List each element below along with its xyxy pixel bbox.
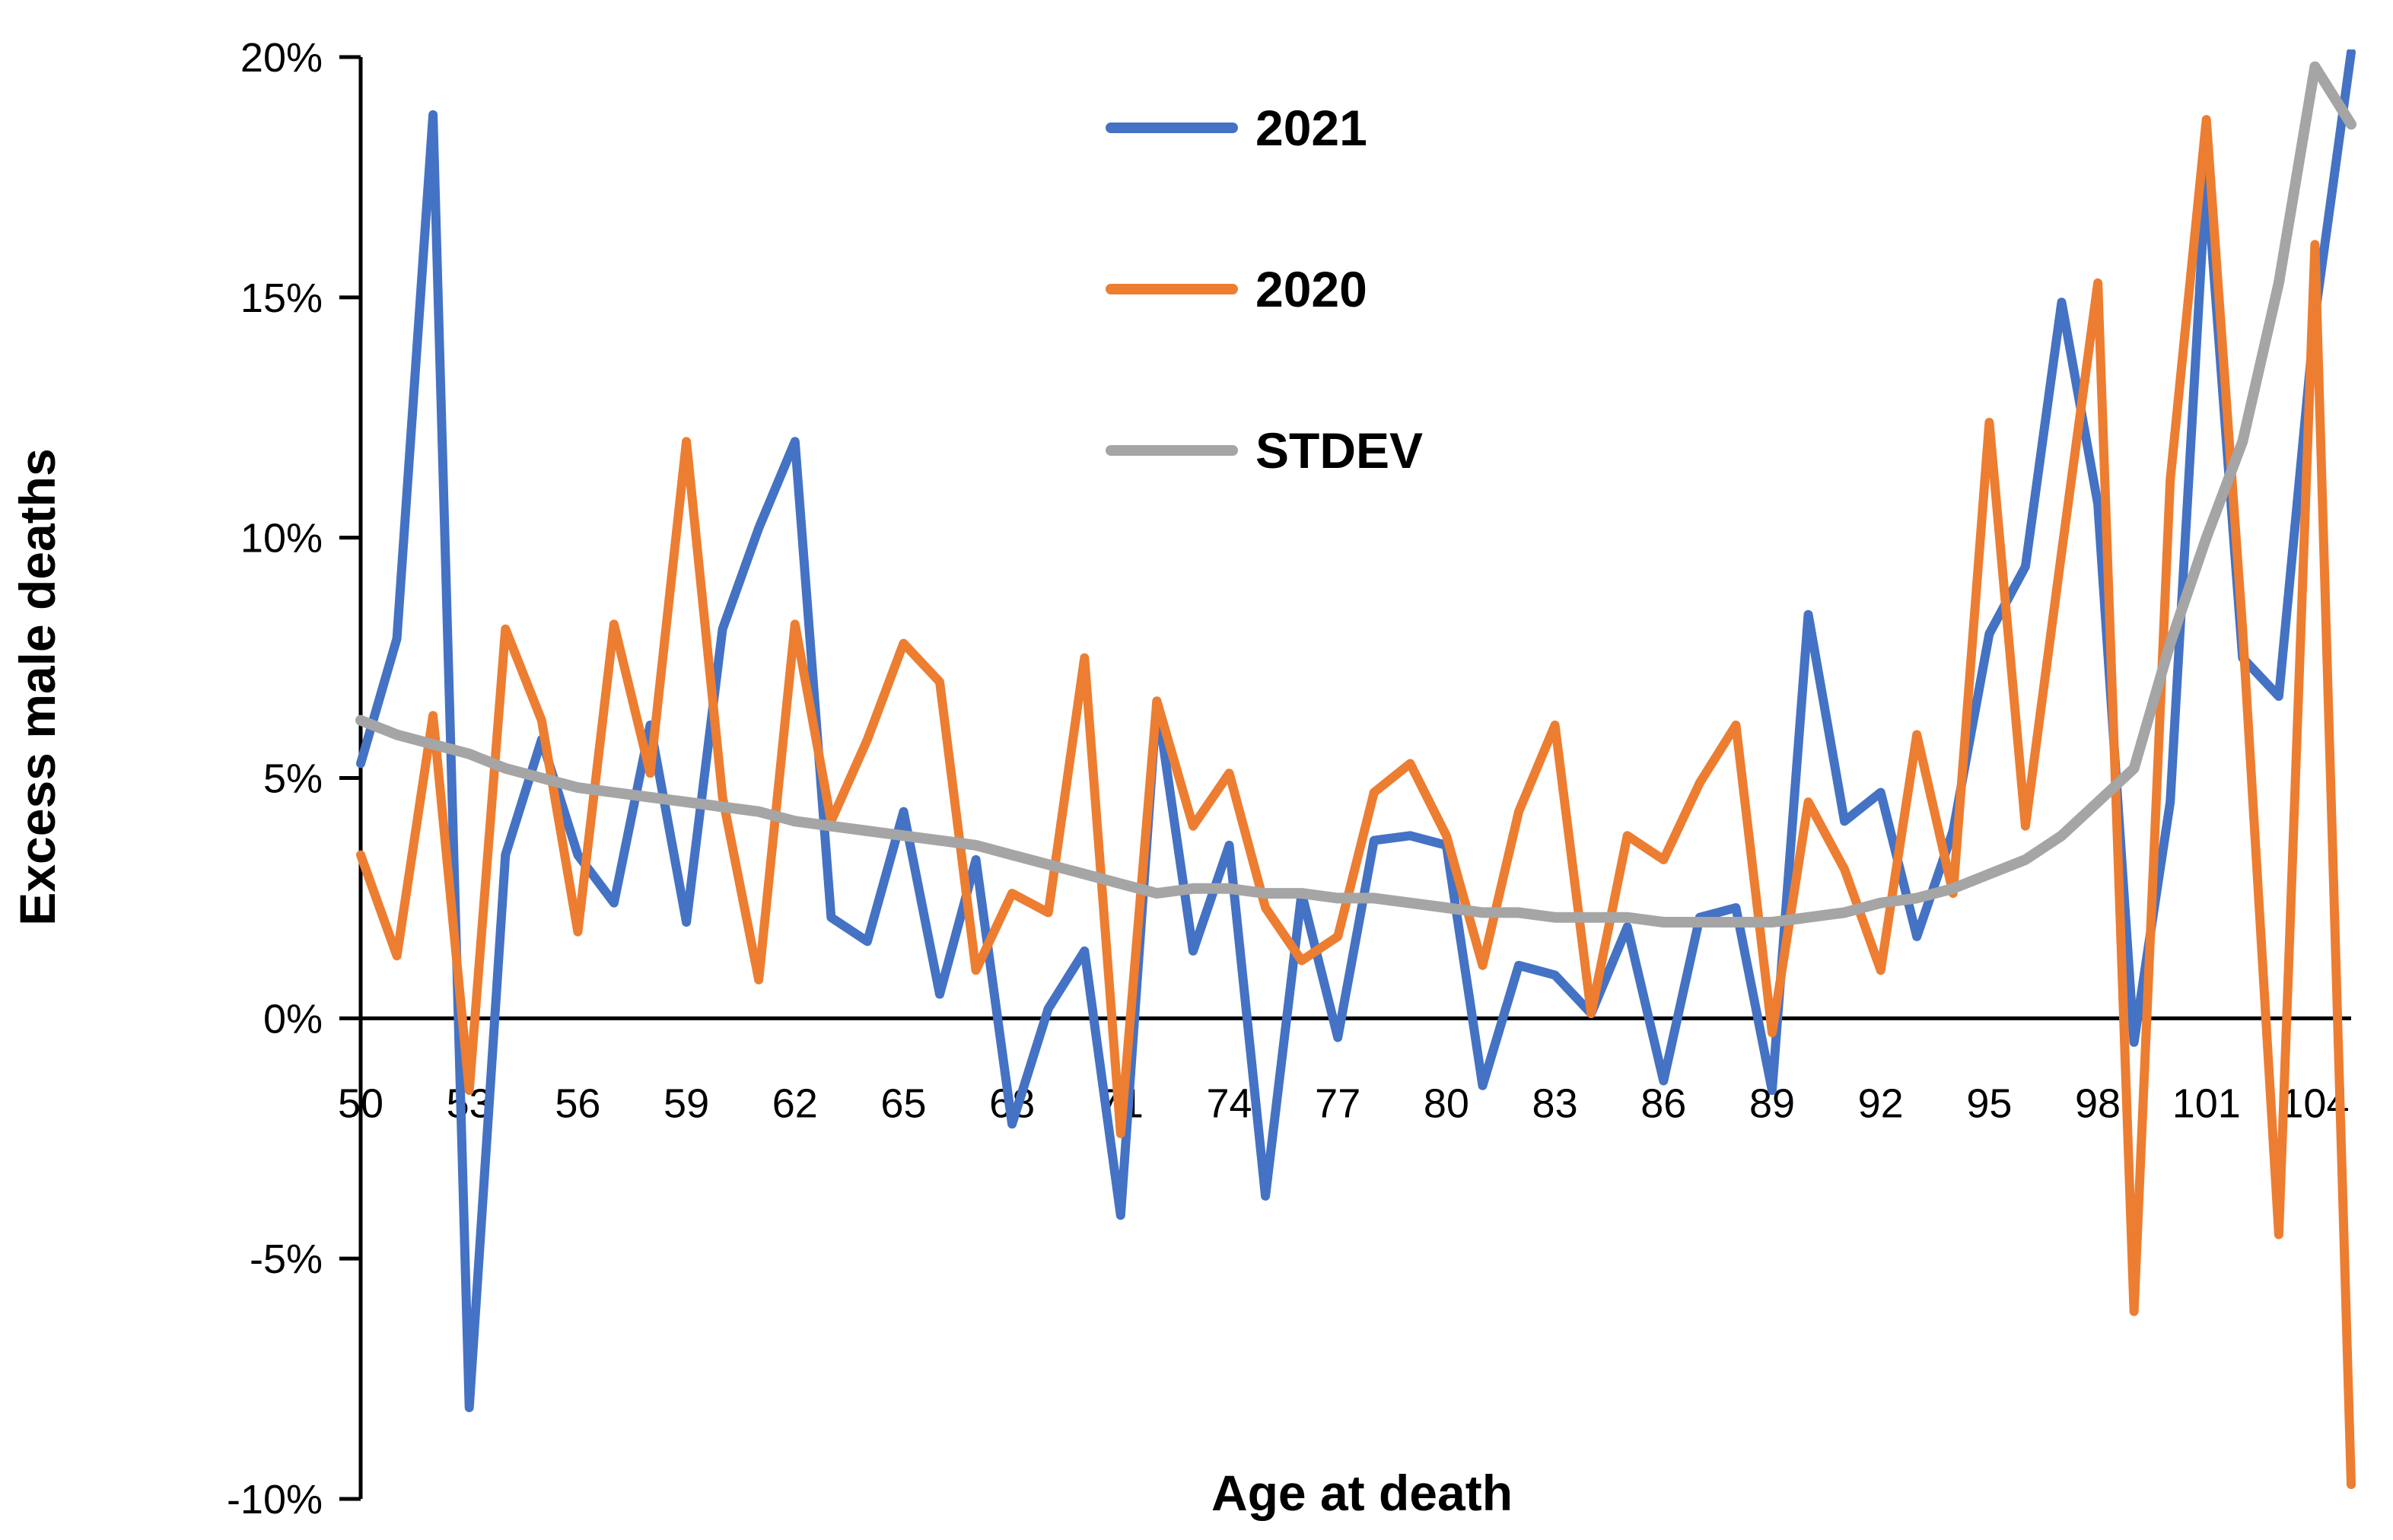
y-axis-ticks: -10% -5% 0% 5% 10% 15% 20% xyxy=(227,35,361,1522)
y-axis-title: Excess male deaths xyxy=(9,448,65,925)
series-line-stdev xyxy=(355,61,2356,928)
y-tick-label: 10% xyxy=(240,516,323,562)
y-tick-label: -5% xyxy=(250,1236,323,1282)
x-tick-label: 101 xyxy=(2172,1080,2241,1126)
series-line-2020 xyxy=(356,115,2356,1489)
x-axis-title: Age at death xyxy=(1211,1465,1513,1521)
x-tick-label: 50 xyxy=(338,1080,383,1126)
axes: -10%-5%0%5%10%15%20% 50 53 56 59 62 65 68 71 74 7… xyxy=(227,35,2351,1522)
x-tick-label: 56 xyxy=(555,1080,600,1126)
legend-item-2020: 2020 xyxy=(1106,261,1367,317)
y-tick-label: -10% xyxy=(227,1477,323,1522)
x-tick-label: 62 xyxy=(772,1080,818,1126)
legend: 2021 2020 STDEV xyxy=(1106,100,1423,479)
x-tick-label: 65 xyxy=(880,1080,926,1126)
x-tick-label: 74 xyxy=(1206,1080,1252,1126)
x-tick-label: 83 xyxy=(1532,1080,1578,1126)
series-lines xyxy=(355,49,2356,1489)
x-tick-label: 77 xyxy=(1315,1080,1360,1126)
x-tick-label: 95 xyxy=(1966,1080,2012,1126)
legend-item-stdev: STDEV xyxy=(1106,422,1423,479)
y-tick-label: 20% xyxy=(240,35,323,81)
legend-item-2021: 2021 xyxy=(1106,100,1367,156)
legend-label: 2021 xyxy=(1255,100,1367,156)
x-axis-ticks: 50 53 56 59 62 65 68 71 74 77 80 83 86 89 92 95 98 101 104 xyxy=(338,1080,2350,1126)
y-tick-label: 15% xyxy=(240,275,323,321)
x-tick-label: 92 xyxy=(1858,1080,1904,1126)
x-tick-label: 98 xyxy=(2075,1080,2121,1126)
series-line-2021 xyxy=(356,49,2356,1412)
x-tick-label: 59 xyxy=(663,1080,709,1126)
x-tick-label: 80 xyxy=(1424,1080,1469,1126)
y-tick-label: 0% xyxy=(263,996,323,1042)
y-tick-label: 5% xyxy=(263,756,323,802)
legend-label: 2020 xyxy=(1255,261,1367,317)
x-tick-label: 86 xyxy=(1640,1080,1686,1126)
legend-label: STDEV xyxy=(1255,422,1423,479)
